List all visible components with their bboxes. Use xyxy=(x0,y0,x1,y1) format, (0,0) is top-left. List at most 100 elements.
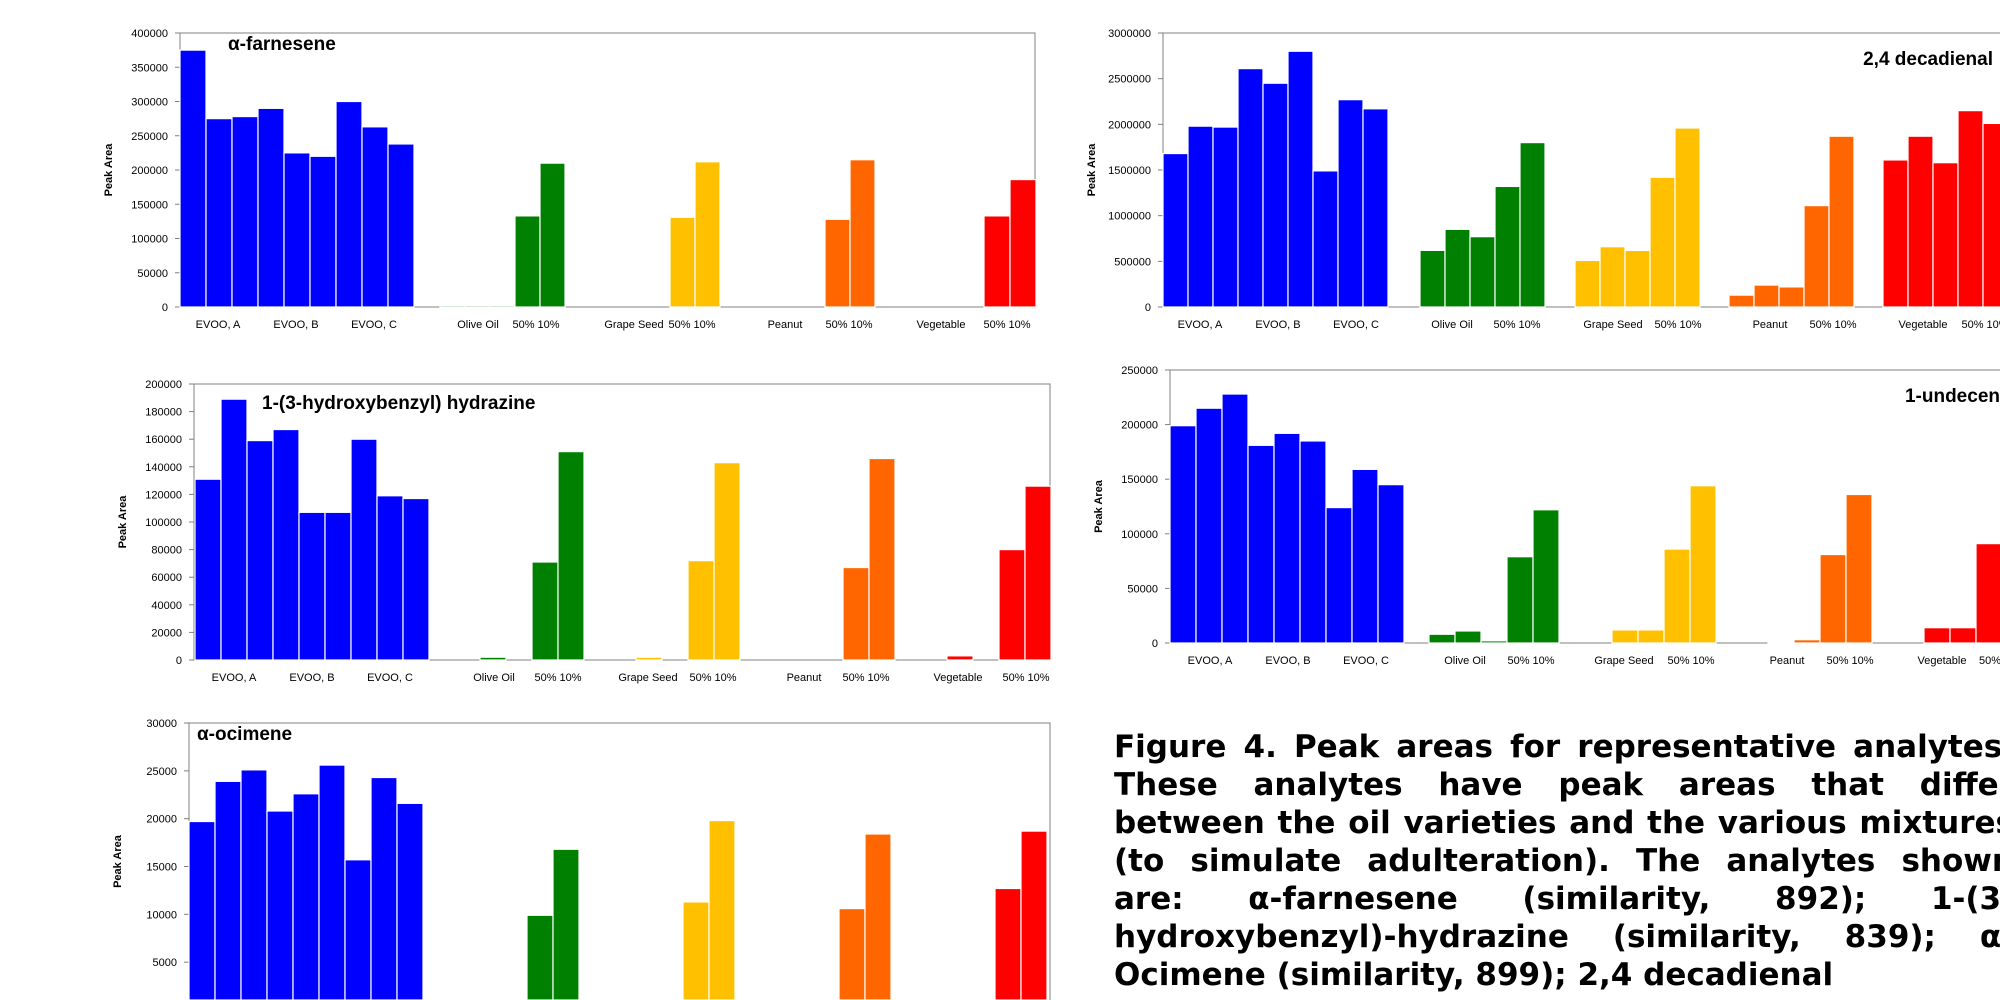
bar-orange xyxy=(1803,205,1830,308)
bar-orange xyxy=(1793,639,1821,644)
y-tick-label: 0 xyxy=(176,655,182,667)
bar-blue xyxy=(1262,82,1289,308)
y-tick-label: 20000 xyxy=(146,814,177,826)
x-tick-label: Peanut xyxy=(1770,655,1805,667)
bar-blue xyxy=(220,398,248,661)
bar-blue xyxy=(370,776,398,1000)
bar-yellow xyxy=(713,462,741,661)
bar-blue xyxy=(1247,444,1275,644)
bar-orange xyxy=(1828,135,1855,308)
x-tick-label: Peanut xyxy=(768,319,803,331)
bar-yellow xyxy=(669,216,696,308)
x-tick-label: Olive Oil xyxy=(473,672,515,684)
bar-orange xyxy=(842,566,870,661)
y-tick-label: 140000 xyxy=(145,462,182,474)
bar-blue xyxy=(292,793,320,1000)
bar-red xyxy=(1923,627,1951,644)
y-tick-label: 5000 xyxy=(153,957,177,969)
y-tick-label: 3000000 xyxy=(1108,28,1151,40)
chart-title: α-ocimene xyxy=(197,724,292,745)
y-tick-label: 30000 xyxy=(146,718,177,730)
bar-green xyxy=(531,561,559,661)
bar-blue xyxy=(179,49,207,308)
x-tick-label: 50% 10% xyxy=(842,672,889,684)
y-tick-label: 60000 xyxy=(151,572,182,584)
bar-green xyxy=(1454,630,1482,644)
bar-yellow xyxy=(1649,176,1676,308)
x-tick-label: Olive Oil xyxy=(1431,319,1473,331)
bar-blue xyxy=(1169,425,1197,644)
bar-yellow xyxy=(635,656,663,661)
bar-orange xyxy=(1767,641,1795,644)
bar-blue xyxy=(240,769,268,1000)
bar-blue xyxy=(344,859,372,1000)
bar-green xyxy=(539,162,566,308)
x-tick-label: 50% 10% xyxy=(1507,655,1554,667)
bar-green xyxy=(439,305,466,308)
x-tick-label: Vegetable xyxy=(934,672,983,684)
bar-green xyxy=(1419,249,1446,308)
y-tick-label: 250000 xyxy=(131,131,168,143)
bar-blue xyxy=(1287,50,1314,308)
x-tick-label: 50% 10% xyxy=(825,319,872,331)
bar-yellow xyxy=(1574,259,1601,308)
y-tick-label: 150000 xyxy=(1121,474,1158,486)
x-tick-label: Vegetable xyxy=(917,319,966,331)
x-tick-label: 50% 10% xyxy=(983,319,1030,331)
bar-blue xyxy=(1337,99,1364,308)
bar-red xyxy=(946,655,974,661)
x-tick-label: EVOO, B xyxy=(273,319,318,331)
y-tick-label: 500000 xyxy=(1114,256,1151,268)
bar-orange xyxy=(1845,493,1873,644)
x-tick-label: EVOO, B xyxy=(1265,655,1310,667)
y-axis-label: Peak Area xyxy=(1093,479,1105,533)
bar-blue xyxy=(324,511,352,661)
x-tick-label: 50% 10% xyxy=(1961,319,2000,331)
chart-title: 1-(3-hydroxybenzyl) hydrazine xyxy=(262,393,535,414)
y-axis-label: Peak Area xyxy=(1086,143,1098,197)
bar-blue xyxy=(266,810,294,1000)
x-tick-label: Grape Seed xyxy=(1583,319,1642,331)
bar-blue xyxy=(350,438,378,661)
bar-yellow xyxy=(1674,127,1701,308)
bar-blue xyxy=(1351,468,1379,644)
chart-title: α-farnesene xyxy=(228,34,336,55)
y-tick-label: 0 xyxy=(1152,638,1158,650)
bar-red xyxy=(1957,110,1984,308)
bar-green xyxy=(1428,633,1456,644)
y-tick-label: 1500000 xyxy=(1108,165,1151,177)
y-tick-label: 200000 xyxy=(131,165,168,177)
x-tick-label: Grape Seed xyxy=(618,672,677,684)
bar-orange xyxy=(864,833,892,1000)
y-tick-label: 300000 xyxy=(131,97,168,109)
y-tick-label: 2000000 xyxy=(1108,119,1151,131)
bar-blue xyxy=(361,126,389,308)
bar-yellow xyxy=(1689,485,1717,644)
bar-yellow xyxy=(694,161,721,308)
x-tick-label: Peanut xyxy=(1753,319,1788,331)
y-tick-label: 15000 xyxy=(146,862,177,874)
figure-caption: Figure 4. Peak areas for representative … xyxy=(1114,729,2000,993)
y-tick-label: 100000 xyxy=(1121,529,1158,541)
bar-green xyxy=(479,656,507,661)
y-tick-label: 0 xyxy=(1145,302,1151,314)
y-tick-label: 350000 xyxy=(131,62,168,74)
chart-panel-3: 5000 10000 15000 20000 25000 30000 Peak Area α-… xyxy=(112,718,1051,1000)
bar-blue xyxy=(188,820,216,1000)
y-tick-label: 2500000 xyxy=(1108,74,1151,86)
x-tick-label: Olive Oil xyxy=(457,319,499,331)
bar-green xyxy=(552,848,580,1000)
bar-green xyxy=(1532,509,1560,644)
bar-red xyxy=(1020,830,1048,1000)
x-tick-label: EVOO, A xyxy=(196,319,241,331)
bar-yellow xyxy=(1611,629,1639,644)
bar-green xyxy=(464,305,491,308)
y-tick-label: 120000 xyxy=(145,489,182,501)
y-axis-label: Peak Area xyxy=(103,143,115,197)
bar-yellow xyxy=(708,819,736,1000)
bar-blue xyxy=(1325,506,1353,644)
x-tick-label: Vegetable xyxy=(1918,655,1967,667)
y-axis-label: Peak Area xyxy=(117,495,129,549)
bar-green xyxy=(557,451,585,661)
